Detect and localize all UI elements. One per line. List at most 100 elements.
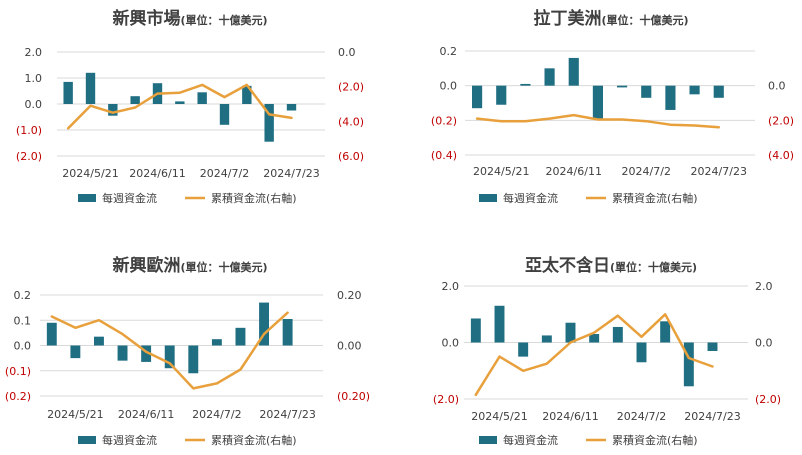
- bar-weekly-flow: [211, 339, 222, 346]
- chart-panel-latin-america: 拉丁美洲(單位：十億美元) 0.2 0.0 (0.2) (0.4) 0.0 (2.0) (4.…: [401, 0, 802, 227]
- y-right-tick-label: (2.0): [768, 114, 794, 127]
- x-tick-label: 2024/5/21: [473, 165, 529, 178]
- chart-asia-pacific-ex-japan: 亞太不含日(單位：十億美元) 2.0 0.0 (2.0) 2.0 0.0 (2.0) 2024…: [433, 255, 781, 447]
- chart-panel-emerging-markets: 新興市場(單位：十億美元) 2.0 1.0 0.0 (1.0) (2.0) 0.0 (2.0)…: [0, 0, 401, 227]
- bar-weekly-flow: [713, 85, 724, 98]
- y-right-tick-label: (0.20): [337, 390, 370, 403]
- y-right-tick-label: (2.0): [338, 81, 364, 94]
- y-left-tick-label: (0.1): [5, 365, 31, 378]
- bar-weekly-flow: [46, 322, 57, 346]
- y-right-tick-label: (4.0): [768, 149, 794, 162]
- y-right-tick-label: (4.0): [338, 115, 364, 128]
- y-right-tick-label: 0.0: [768, 80, 786, 93]
- x-tick-label: 2024/6/11: [129, 167, 185, 180]
- bar-weekly-flow: [235, 327, 246, 346]
- bar-weekly-flow: [188, 345, 199, 374]
- legend-label-weekly: 每週資金流: [503, 191, 558, 205]
- bar-weekly-flow: [197, 92, 207, 104]
- line-cumulative-flow: [50, 311, 289, 390]
- chart-title-main: 亞太不含日: [525, 255, 610, 276]
- bar-weekly-flow: [689, 85, 700, 95]
- y-left-tick-label: 0.0: [442, 337, 460, 350]
- bar-weekly-flow: [636, 342, 647, 363]
- y-left-tick-label: (0.2): [431, 114, 457, 127]
- x-tick-label: 2024/7/23: [684, 410, 740, 423]
- chart-title-unit: (單位：十億美元): [180, 260, 267, 274]
- chart-emerging-markets: 新興市場(單位：十億美元) 2.0 1.0 0.0 (1.0) (2.0) 0.0 (2.0)…: [16, 8, 364, 205]
- legend-swatch-bar: [78, 436, 96, 444]
- x-tick-label: 2024/5/21: [62, 167, 118, 180]
- bar-weekly-flow: [544, 68, 555, 86]
- y-right-tick-label: 0.0: [338, 46, 356, 59]
- chart-title-main: 拉丁美洲: [533, 8, 601, 29]
- y-left-tick-label: (0.2): [5, 390, 31, 403]
- bar-weekly-flow: [141, 345, 152, 362]
- y-right-tick-label: (2.0): [755, 393, 781, 406]
- bar-weekly-flow: [472, 85, 483, 109]
- y-right-tick-label: 0.0: [755, 337, 773, 350]
- legend-label-cumulative: 累積資金流(右軸): [211, 191, 297, 205]
- bar-weekly-flow: [94, 336, 104, 346]
- bar-weekly-flow: [175, 101, 185, 104]
- y-right-tick-label: 0.20: [337, 289, 362, 302]
- bar-weekly-flow: [264, 104, 274, 142]
- y-right-tick-label: 2.0: [755, 280, 773, 293]
- bar-weekly-flow: [518, 342, 529, 357]
- bar-weekly-flow: [85, 72, 96, 104]
- line-cumulative-flow: [474, 313, 714, 397]
- bar-weekly-flow: [541, 335, 552, 343]
- chart-title: 亞太不含日(單位：十億美元): [525, 255, 697, 276]
- y-left-tick-label: 2.0: [25, 46, 43, 59]
- x-tick-label: 2024/6/11: [546, 165, 602, 178]
- bar-weekly-flow: [117, 345, 128, 361]
- bar-weekly-flow: [286, 104, 297, 111]
- bar-weekly-flow: [589, 334, 600, 343]
- bar-weekly-flow: [164, 345, 175, 369]
- bar-weekly-flow: [641, 85, 652, 98]
- bar-weekly-flow: [219, 104, 230, 125]
- bar-weekly-flow: [108, 104, 118, 116]
- chart-title-main: 新興歐洲: [112, 255, 180, 276]
- x-tick-label: 2024/7/23: [263, 167, 319, 180]
- chart-emerging-europe: 新興歐洲(單位：十億美元) 0.2 0.1 0.0 (0.1) (0.2) 0.20 0.00…: [5, 255, 370, 447]
- bar-weekly-flow: [707, 342, 718, 351]
- bar-weekly-flow: [63, 81, 73, 104]
- chart-title: 新興歐洲(單位：十億美元): [112, 255, 267, 276]
- x-tick-label: 2024/7/23: [691, 165, 747, 178]
- line-cumulative-flow: [475, 113, 721, 129]
- legend: 每週資金流 累積資金流(右軸): [479, 191, 698, 205]
- legend: 每週資金流 累積資金流(右軸): [479, 433, 698, 447]
- bar-weekly-flow: [242, 85, 252, 104]
- y-left-tick-label: 0.0: [440, 80, 458, 93]
- legend: 每週資金流 累積資金流(右軸): [78, 433, 297, 447]
- y-left-tick-label: 0.2: [440, 45, 458, 58]
- y-left-tick-label: 0.0: [25, 98, 43, 111]
- chart-title-main: 新興市場: [112, 8, 180, 29]
- x-tick-label: 2024/5/21: [471, 410, 527, 423]
- bar-weekly-flow: [592, 85, 603, 119]
- bar-weekly-flow: [660, 321, 671, 343]
- y-left-tick-label: 0.2: [14, 289, 32, 302]
- x-tick-label: 2024/7/2: [617, 410, 666, 423]
- legend-swatch-bar: [78, 194, 96, 202]
- bar-weekly-flow: [70, 345, 81, 359]
- legend-label-weekly: 每週資金流: [503, 433, 558, 447]
- chart-title-unit: (單位：十億美元): [180, 13, 267, 27]
- legend-swatch-bar: [479, 436, 497, 444]
- bar-weekly-flow: [520, 83, 531, 86]
- chart-title-unit: (單位：十億美元): [601, 13, 688, 27]
- legend-label-cumulative: 累積資金流(右軸): [211, 433, 297, 447]
- x-tick-label: 2024/6/11: [118, 408, 174, 421]
- legend-label-cumulative: 累積資金流(右軸): [612, 191, 698, 205]
- line-cumulative-flow: [66, 83, 293, 130]
- bar-weekly-flow: [568, 57, 579, 86]
- y-left-tick-label: 1.0: [25, 72, 43, 85]
- chart-latin-america: 拉丁美洲(單位：十億美元) 0.2 0.0 (0.2) (0.4) 0.0 (2.0) (4.…: [431, 8, 794, 205]
- y-left-tick-label: (1.0): [16, 124, 42, 137]
- bar-weekly-flow: [612, 326, 623, 343]
- bar-weekly-flow: [665, 85, 676, 110]
- chart-title-unit: (單位：十億美元): [610, 260, 697, 274]
- y-left-tick-label: 2.0: [442, 280, 460, 293]
- y-right-tick-label: (6.0): [338, 150, 364, 163]
- bar-weekly-flow: [130, 96, 140, 104]
